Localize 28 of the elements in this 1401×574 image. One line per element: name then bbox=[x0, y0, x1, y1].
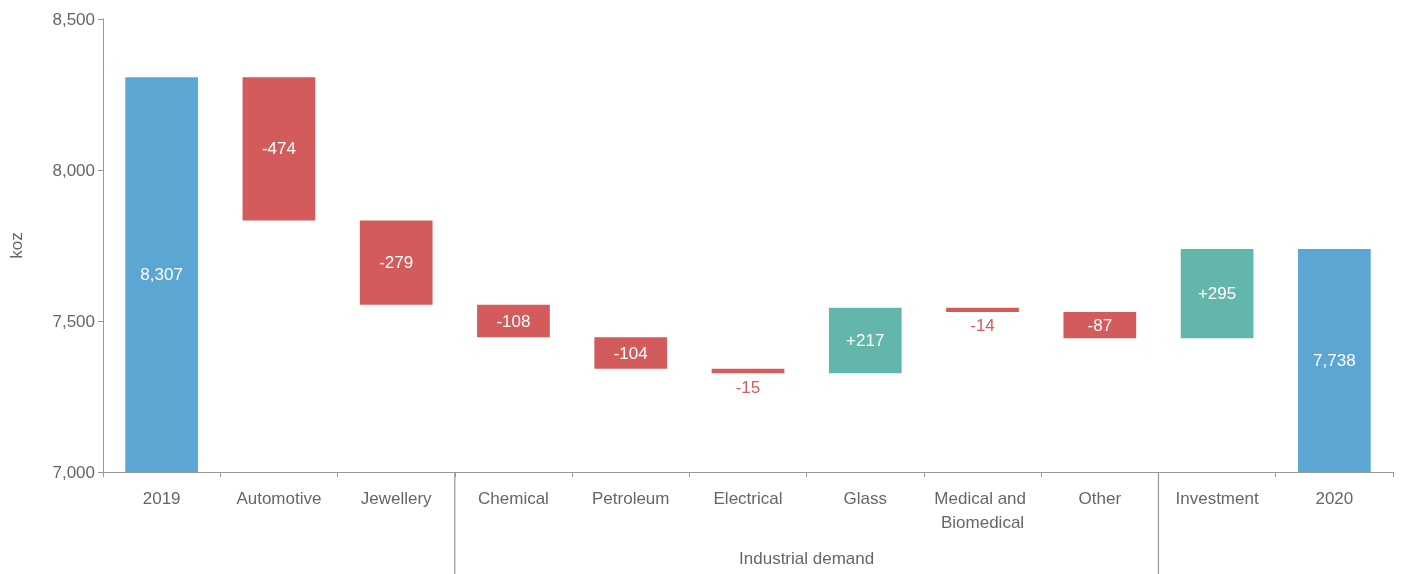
data-label: -108 bbox=[496, 311, 531, 331]
data-label: -14 bbox=[970, 316, 995, 336]
data-label: -87 bbox=[1087, 315, 1113, 335]
x-tick-label: Chemical bbox=[478, 488, 549, 508]
data-label: -15 bbox=[735, 377, 761, 397]
x-tick-label: Investment bbox=[1175, 488, 1259, 508]
y-axis-title: koz bbox=[7, 232, 26, 259]
x-tick-label: Jewellery bbox=[360, 488, 433, 508]
data-label: -279 bbox=[379, 253, 414, 273]
data-label: 7,738 bbox=[1313, 351, 1356, 371]
data-label: +217 bbox=[846, 330, 885, 350]
data-label: 8,307 bbox=[140, 265, 183, 285]
y-tick-label: 8,000 bbox=[52, 160, 95, 180]
data-label: -474 bbox=[261, 139, 296, 159]
x-tick-label: 2020 bbox=[1315, 488, 1354, 508]
y-tick-label: 7,000 bbox=[52, 462, 95, 482]
x-tick-label: Glass bbox=[843, 488, 888, 508]
x-tick-label: 2019 bbox=[142, 488, 181, 508]
y-tick-label: 8,500 bbox=[52, 9, 95, 29]
x-tick-label: Petroleum bbox=[591, 488, 670, 508]
text: Industrial demand bbox=[739, 548, 875, 568]
data-label: +295 bbox=[1197, 284, 1237, 304]
x-tick-label: Medical and Biomedical bbox=[934, 488, 1031, 532]
data-label: -104 bbox=[613, 343, 648, 363]
x-tick-label: Other bbox=[1078, 488, 1122, 508]
x-tick-label: Electrical bbox=[713, 488, 783, 508]
y-tick-label: 7,500 bbox=[52, 311, 95, 331]
x-tick-label: Automotive bbox=[236, 488, 322, 508]
